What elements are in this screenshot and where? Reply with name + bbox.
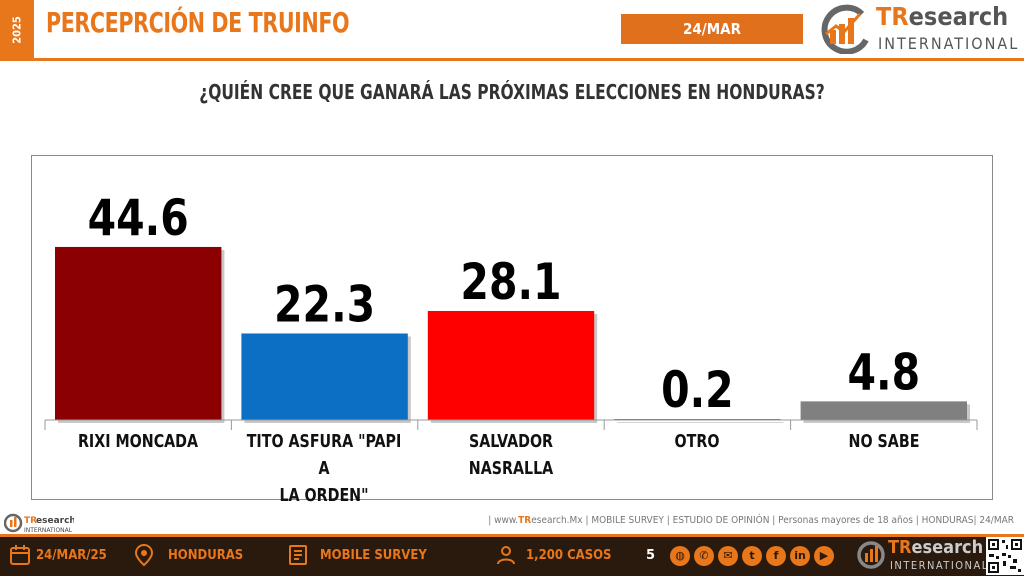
facebook-icon[interactable]: f: [766, 546, 786, 566]
footer-small-logo-rest: esearch: [36, 516, 74, 526]
footer-method: MOBILE SURVEY: [320, 548, 427, 563]
footer-cases: 1,200 CASOS: [526, 548, 612, 563]
footer-credits-prefix: | www.: [488, 515, 519, 526]
category-label-2-line-0: SALVADOR: [468, 431, 553, 452]
logo-subtitle: INTERNATIONAL: [878, 34, 1020, 53]
logo-tr: TR: [876, 2, 909, 31]
bar-0: [55, 246, 222, 420]
bar-chart-plot: 44.6 22.3 28.1 0.2 4.8: [44, 189, 978, 430]
bar-4: [800, 401, 967, 420]
category-label-3-line-0: OTRO: [674, 431, 720, 452]
date-badge: 24/MAR: [621, 14, 803, 44]
survey-question: ¿QUIÉN CREE QUE GANARÁ LAS PRÓXIMAS ELEC…: [199, 80, 825, 104]
category-label-2: SALVADOR NASRALLA: [429, 428, 593, 482]
page-number: 5: [646, 548, 656, 563]
logo-rest: esearch: [908, 2, 1009, 31]
footer-logo-rest: esearch: [911, 537, 984, 558]
tresearch-logo: TResearch INTERNATIONAL: [816, 2, 1020, 56]
mail-icon[interactable]: ✉: [718, 546, 738, 566]
footer-small-logo-tr: TR: [24, 516, 37, 526]
page-title: PERCEPRCIÓN DE TRUINFO: [46, 6, 350, 39]
globe-icon[interactable]: ◍: [670, 546, 690, 566]
category-label-0-line-0: RIXI MONCADA: [77, 431, 199, 452]
logo-mark-icon: [821, 4, 869, 54]
category-label-0: RIXI MONCADA: [56, 428, 220, 455]
category-label-1: TITO ASFURA "PAPI A LA ORDEN": [243, 428, 407, 509]
footer-small-logo: TR esearch INTERNATIONAL: [4, 513, 74, 534]
bar-value-label-0: 44.6: [88, 189, 189, 247]
phone-icon[interactable]: ✆: [694, 546, 714, 566]
category-label-4: NO SABE: [802, 428, 966, 455]
survey-form-icon: [289, 545, 307, 565]
category-label-4-line-0: NO SABE: [848, 431, 920, 452]
footer-logo-wordmark: TResearch: [888, 537, 983, 558]
footer-credits-text: esearch.Mx | MOBILE SURVEY | ESTUDIO DE …: [531, 515, 1014, 526]
category-label-3: OTRO: [615, 428, 779, 455]
footer-location: HONDURAS: [168, 548, 244, 563]
footer-logo-mark-icon: [857, 541, 885, 569]
qr-code-icon[interactable]: [986, 537, 1024, 575]
bar-2: [427, 310, 595, 420]
category-label-1-line-1: LA ORDEN": [279, 485, 369, 506]
linkedin-icon[interactable]: in: [790, 546, 810, 566]
bar-value-label-2: 28.1: [460, 253, 561, 311]
calendar-icon: [10, 545, 30, 565]
bar-chart: 44.6 22.3 28.1 0.2 4.8 RIXI MONCADA TITO ASFU…: [31, 155, 993, 506]
footer-logo: TResearch INTERNATIONAL: [856, 536, 987, 574]
footer-bar: 24/MAR/25 HONDURAS MOBILE SURVEY 1,200 C…: [0, 534, 1024, 576]
logo-wordmark: TResearch: [876, 2, 1008, 31]
twitter-icon[interactable]: t: [742, 546, 762, 566]
category-label-1-line-0: TITO ASFURA "PAPI A: [247, 431, 402, 479]
bar-value-label-3: 0.2: [661, 361, 734, 419]
header-divider: [0, 58, 1024, 61]
footer-small-logo-sub: INTERNATIONAL: [24, 527, 73, 534]
footer-logo-subtitle: INTERNATIONAL: [890, 559, 989, 572]
location-pin-icon: [134, 543, 154, 567]
footer-credits: | www.TResearch.Mx | MOBILE SURVEY | EST…: [488, 515, 1014, 526]
category-label-2-line-1: NASRALLA: [468, 458, 554, 479]
bar-shadow-3: [617, 422, 784, 423]
footer-logo-tr: TR: [888, 537, 912, 558]
footer-date: 24/MAR/25: [36, 548, 107, 563]
bar-value-label-4: 4.8: [847, 343, 920, 401]
youtube-icon[interactable]: ▶: [814, 546, 834, 566]
people-icon: [497, 546, 515, 565]
year-tab: 2025: [0, 0, 34, 60]
year-label: 2025: [10, 16, 24, 44]
bar-1: [241, 333, 408, 420]
bar-value-label-1: 22.3: [274, 276, 375, 334]
footer-stripe: [0, 534, 1024, 537]
footer-credits-brand: TR: [518, 515, 532, 526]
